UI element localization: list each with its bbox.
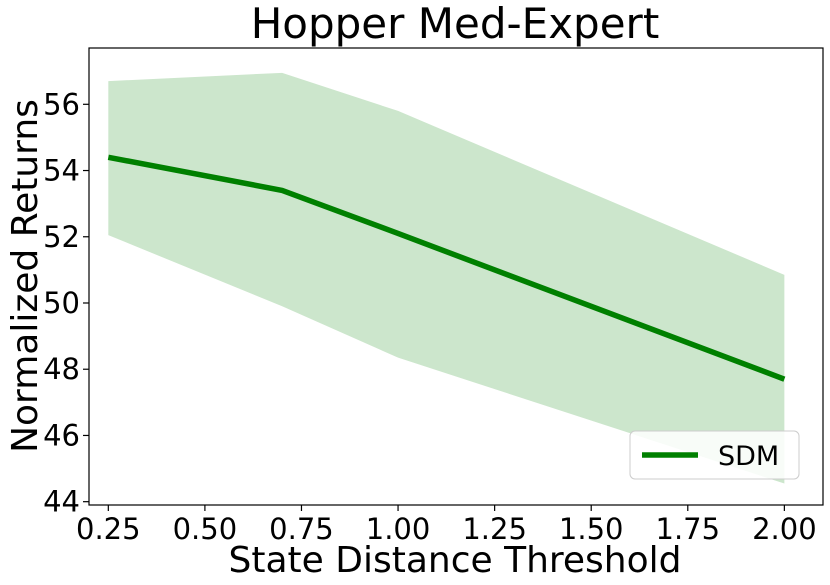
x-tick-label: 1.00	[366, 512, 431, 546]
x-tick-label: 0.75	[269, 512, 334, 546]
confidence-band-0	[108, 72, 785, 484]
legend-box	[629, 430, 800, 480]
y-tick-label: 56	[43, 87, 80, 121]
x-axis-ticks: 0.25 0.50 0.75 1.00 1.25 1.50 1.75 2.00	[76, 505, 817, 546]
x-tick-label: 0.25	[76, 512, 141, 546]
plot-frame	[88, 47, 824, 506]
x-axis-title: State Distance Threshold	[228, 540, 681, 581]
y-tick-label: 44	[43, 485, 80, 519]
confidence-band-layer	[108, 72, 785, 484]
y-tick-label: 48	[43, 352, 80, 386]
series-line-0	[107, 154, 786, 382]
y-tick-label: 46	[43, 418, 80, 452]
y-axis-ticks: 44 46 48 50 52 54 56	[43, 87, 89, 519]
y-tick-label: 50	[43, 286, 80, 320]
y-axis-title: Normalized Returns	[5, 99, 46, 453]
chart-title: Hopper Med-Expert	[251, 0, 660, 48]
y-tick-label: 54	[43, 154, 80, 188]
y-tick-label: 52	[43, 220, 80, 254]
x-tick-label: 0.50	[173, 512, 238, 546]
series-line-layer	[107, 154, 786, 382]
x-tick-label: 2.00	[752, 512, 817, 546]
x-tick-label: 1.50	[559, 512, 624, 546]
x-tick-label: 1.75	[656, 512, 721, 546]
legend: SDM	[629, 430, 800, 480]
x-tick-label: 1.25	[462, 512, 527, 546]
legend-label-sdm: SDM	[718, 441, 779, 472]
